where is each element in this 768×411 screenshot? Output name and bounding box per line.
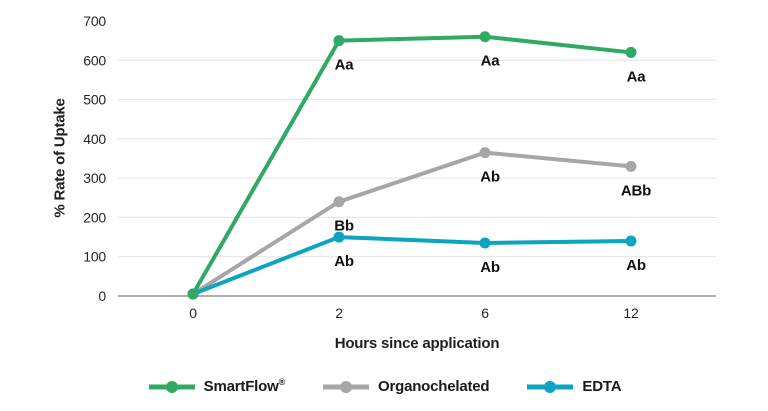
point-stat-label: Ab [334, 253, 354, 270]
y-axis-title: % Rate of Uptake [51, 98, 69, 218]
x-tick-label: 6 [481, 305, 489, 321]
y-tick-label: 300 [83, 170, 106, 186]
point-stat-label: Ab [480, 169, 500, 186]
y-tick-label: 100 [83, 249, 106, 265]
series-point [333, 231, 345, 243]
y-tick-label: 200 [83, 209, 106, 225]
legend-marker-icon [527, 380, 574, 393]
point-stat-label: Aa [481, 53, 501, 70]
legend-item: Organochelated [321, 378, 490, 395]
y-tick-label: 500 [83, 92, 106, 108]
legend-label: EDTA [582, 378, 622, 395]
series-point [479, 237, 491, 249]
legend-marker-icon [148, 380, 195, 393]
series-point [479, 147, 491, 159]
x-axis-title: Hours since application [334, 335, 500, 352]
series-line-0 [191, 34, 633, 297]
x-tick-label: 2 [335, 305, 343, 321]
series-point [187, 288, 199, 300]
point-stat-label: Ab [480, 259, 500, 276]
series-point [625, 160, 637, 172]
legend: SmartFlow® Organochelated EDTA [0, 378, 768, 395]
point-stat-label: Ab [626, 257, 646, 274]
legend-label: SmartFlow® [203, 377, 286, 396]
x-tick-label: 12 [623, 305, 639, 321]
series-point [333, 35, 345, 47]
y-tick-label: 0 [98, 288, 106, 304]
series-point [625, 46, 637, 58]
x-tick-label: 0 [189, 305, 197, 321]
point-stat-label: Aa [335, 57, 355, 74]
series-point [333, 196, 345, 208]
series-point [625, 235, 637, 247]
y-tick-label: 400 [83, 131, 106, 147]
series-line-1 [191, 150, 633, 297]
y-tick-label: 700 [83, 13, 106, 29]
legend-item: EDTA [525, 378, 622, 395]
point-stat-label: ABb [621, 182, 651, 199]
series-line-2 [191, 235, 633, 297]
legend-marker-icon [323, 380, 369, 393]
legend-label: Organochelated [378, 378, 490, 395]
series-point [479, 31, 491, 43]
point-stat-label: Bb [334, 218, 354, 235]
y-tick-label: 600 [83, 52, 106, 68]
point-stat-label: Aa [627, 68, 647, 85]
legend-item: SmartFlow® [147, 378, 285, 395]
